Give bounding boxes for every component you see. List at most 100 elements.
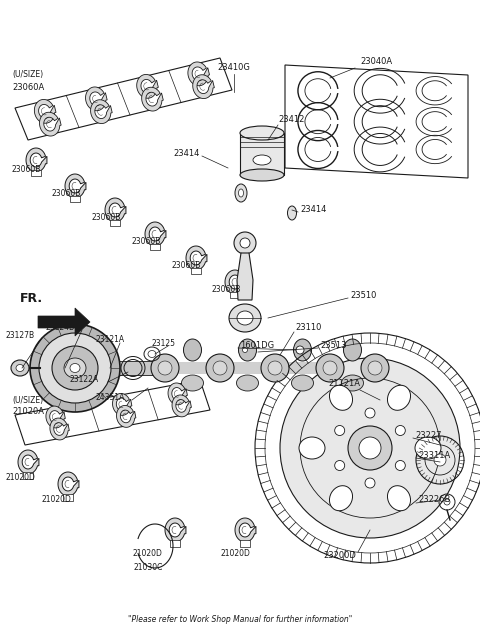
Polygon shape [186,246,207,270]
Polygon shape [172,395,192,417]
Ellipse shape [158,361,172,375]
Polygon shape [85,87,107,111]
Text: 23060B: 23060B [52,189,82,198]
Ellipse shape [396,461,405,470]
Polygon shape [26,148,47,172]
Text: 21020D: 21020D [220,550,250,559]
Ellipse shape [239,339,256,361]
Polygon shape [39,112,61,136]
Bar [191,268,201,274]
Ellipse shape [348,426,392,470]
Ellipse shape [329,385,352,410]
Text: "Please refer to Work Shop Manual for further information": "Please refer to Work Shop Manual for fu… [128,616,352,625]
Ellipse shape [206,354,234,382]
Polygon shape [165,518,186,542]
Text: 23414: 23414 [300,205,326,214]
Ellipse shape [316,354,344,382]
Ellipse shape [52,346,98,390]
Polygon shape [46,406,65,428]
Ellipse shape [323,361,337,375]
Ellipse shape [240,238,250,248]
Ellipse shape [335,461,345,470]
Ellipse shape [11,360,29,376]
Bar [240,540,250,547]
Polygon shape [35,99,56,124]
Ellipse shape [229,304,261,332]
Ellipse shape [280,358,460,538]
Text: 23060B: 23060B [132,237,161,246]
Ellipse shape [361,354,389,382]
Polygon shape [50,418,69,440]
Bar [170,540,180,547]
Text: 23060A: 23060A [12,83,44,92]
Text: 23311A: 23311A [418,451,450,460]
Text: 23060B: 23060B [172,262,202,271]
Text: 23412: 23412 [278,115,304,125]
Text: 23040A: 23040A [360,58,392,67]
Ellipse shape [293,339,312,361]
Text: (U/SIZE): (U/SIZE) [12,70,43,79]
Polygon shape [237,253,253,300]
Polygon shape [105,198,126,222]
Text: 1601DG: 1601DG [240,340,274,349]
Text: 21121A: 21121A [328,380,360,388]
Polygon shape [225,270,246,294]
Polygon shape [15,58,232,140]
Bar [150,244,160,250]
Ellipse shape [237,375,259,391]
Ellipse shape [39,333,111,403]
Text: 21020D: 21020D [5,474,35,483]
Ellipse shape [396,426,405,435]
Bar [23,472,33,479]
Polygon shape [235,518,256,542]
Ellipse shape [64,358,86,378]
Text: 23414: 23414 [174,150,200,159]
Ellipse shape [242,348,248,353]
Text: FR.: FR. [20,292,43,305]
Polygon shape [38,308,90,336]
Text: 21030C: 21030C [133,563,163,573]
Ellipse shape [335,426,345,435]
Ellipse shape [296,346,304,354]
Bar [31,170,41,176]
Bar [240,133,284,175]
Bar [63,494,73,501]
Polygon shape [15,380,210,445]
Polygon shape [145,222,166,246]
Polygon shape [168,383,187,405]
Ellipse shape [234,232,256,254]
Ellipse shape [183,339,202,361]
Ellipse shape [359,437,381,459]
Text: 21020A: 21020A [12,408,44,417]
Text: 23125: 23125 [152,339,176,348]
Text: 23060B: 23060B [92,214,121,223]
Ellipse shape [235,184,247,202]
Ellipse shape [237,311,253,325]
Text: 23060B: 23060B [12,166,41,175]
Text: 23410G: 23410G [217,63,251,72]
Ellipse shape [434,454,446,466]
Ellipse shape [70,364,80,372]
Polygon shape [193,75,215,99]
Text: 23513: 23513 [320,340,347,349]
Ellipse shape [239,189,243,197]
Text: 23127B: 23127B [5,332,34,340]
Polygon shape [285,65,468,178]
Bar [95,361,170,375]
Bar [70,196,80,202]
Text: 23110: 23110 [295,323,322,333]
Ellipse shape [291,375,313,391]
Ellipse shape [415,437,441,459]
Text: 23227: 23227 [415,431,442,440]
Ellipse shape [181,375,204,391]
Text: 23121A: 23121A [96,335,125,344]
Polygon shape [142,87,163,111]
Ellipse shape [387,486,410,511]
Bar [152,362,387,374]
Ellipse shape [299,437,325,459]
Ellipse shape [261,354,289,382]
Polygon shape [137,74,158,99]
Text: 21020D: 21020D [42,495,72,504]
Polygon shape [18,450,39,474]
Ellipse shape [341,375,363,391]
